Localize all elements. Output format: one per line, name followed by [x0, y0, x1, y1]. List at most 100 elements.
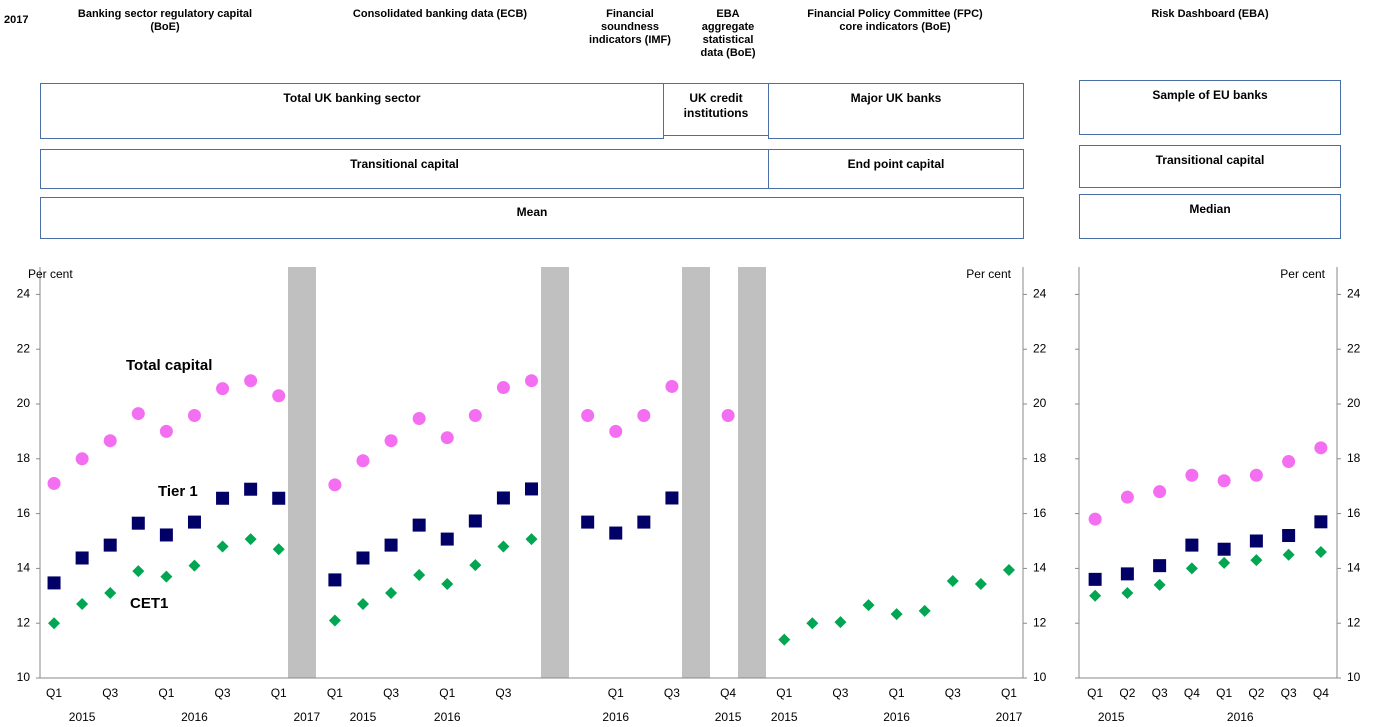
point	[469, 559, 482, 572]
point	[946, 575, 959, 588]
point	[890, 608, 903, 621]
point	[1185, 562, 1198, 575]
column-title: EBA aggregate statistical data (BoE)	[688, 8, 768, 60]
y-tick-label: 18	[17, 451, 31, 465]
box: Major UK banks	[768, 83, 1024, 139]
x-tick-label: Q3	[945, 686, 961, 700]
point	[412, 518, 426, 532]
title-line: data (BoE)	[700, 47, 756, 59]
year-label: 2016	[434, 710, 461, 724]
year-label: 2017	[293, 710, 320, 724]
x-tick-label: Q1	[46, 686, 62, 700]
y-tick-label: 16	[17, 506, 31, 520]
point	[384, 538, 398, 552]
year-label: 2015	[350, 710, 377, 724]
x-tick-label: Q2	[1248, 686, 1264, 700]
year-label: 2016	[883, 710, 910, 724]
point	[356, 454, 370, 468]
x-tick-label: Q3	[1281, 686, 1297, 700]
y-tick-label: 18	[1347, 451, 1361, 465]
point	[525, 374, 538, 388]
x-tick-label: Q2	[1119, 686, 1135, 700]
y-tick-label: 10	[17, 670, 31, 684]
title-line: Financial Policy Committee (FPC)	[807, 8, 983, 20]
x-tick-label: Q1	[158, 686, 174, 700]
point	[441, 578, 454, 591]
point	[244, 533, 257, 546]
point	[468, 409, 482, 423]
point	[525, 533, 538, 546]
point	[609, 526, 623, 540]
title-line: (BoE)	[150, 21, 180, 33]
point	[637, 515, 651, 529]
point	[75, 551, 89, 565]
point	[328, 614, 341, 627]
point	[637, 409, 651, 423]
y-tick-label: 12	[17, 615, 31, 629]
point	[131, 407, 145, 421]
title-line: Consolidated banking data (ECB)	[352, 8, 528, 20]
x-tick-label: Q3	[102, 686, 118, 700]
point	[131, 516, 145, 530]
title-line: Financial	[606, 8, 654, 20]
year-label: 2016	[602, 710, 629, 724]
point	[468, 514, 482, 528]
point	[48, 617, 61, 630]
column-title: Risk Dashboard (EBA)	[1090, 8, 1330, 21]
point	[721, 409, 735, 423]
title-line: aggregate	[701, 21, 755, 33]
point	[496, 491, 510, 505]
point	[1153, 485, 1167, 499]
year-label: 2016	[1227, 710, 1254, 724]
point	[665, 379, 679, 393]
point	[918, 604, 931, 617]
y-tick-label: 14	[1033, 561, 1047, 575]
y-tick-label: 10	[1033, 670, 1047, 684]
y-axis-label: Per cent	[1280, 267, 1325, 281]
y-tick-label: 22	[17, 341, 31, 355]
y-tick-label: 16	[1033, 506, 1047, 520]
title-line: core indicators (BoE)	[839, 21, 951, 33]
box: End point capital	[768, 149, 1024, 189]
y-tick-label: 14	[17, 561, 31, 575]
y-tick-label: 10	[1347, 670, 1361, 684]
point	[1282, 529, 1296, 543]
break-band	[682, 267, 710, 678]
x-tick-label: Q1	[327, 686, 343, 700]
point	[159, 424, 173, 438]
x-tick-label: Q3	[495, 686, 511, 700]
point	[1218, 556, 1231, 569]
point	[75, 452, 89, 466]
point	[1249, 534, 1263, 548]
box: Sample of EU banks	[1079, 80, 1341, 135]
point	[834, 616, 847, 629]
break-band	[288, 267, 316, 678]
box: UK credit institutions	[663, 83, 769, 136]
point	[1217, 542, 1231, 556]
year-label: 2015	[69, 710, 96, 724]
point	[328, 573, 342, 587]
point	[47, 576, 61, 590]
column-title: Consolidated banking data (ECB)	[320, 8, 560, 21]
point	[132, 565, 145, 578]
break-band	[541, 267, 569, 678]
point	[104, 587, 117, 600]
break-band	[738, 267, 766, 678]
y-tick-label: 24	[17, 287, 31, 301]
point	[1120, 567, 1134, 581]
column-title: Banking sector regulatory capital (BoE)	[45, 8, 285, 34]
point	[1153, 578, 1166, 591]
title-line: Risk Dashboard (EBA)	[1151, 8, 1269, 20]
x-tick-label: Q1	[889, 686, 905, 700]
series-label: Tier 1	[158, 483, 198, 500]
point	[525, 482, 538, 496]
x-tick-label: Q1	[1001, 686, 1017, 700]
point	[1185, 538, 1199, 552]
point	[1120, 490, 1134, 504]
box-line: institutions	[683, 106, 749, 120]
point	[1002, 564, 1015, 577]
point	[1089, 589, 1102, 602]
year-label: 2015	[1098, 710, 1125, 724]
point	[1282, 548, 1295, 561]
point	[1314, 545, 1327, 558]
